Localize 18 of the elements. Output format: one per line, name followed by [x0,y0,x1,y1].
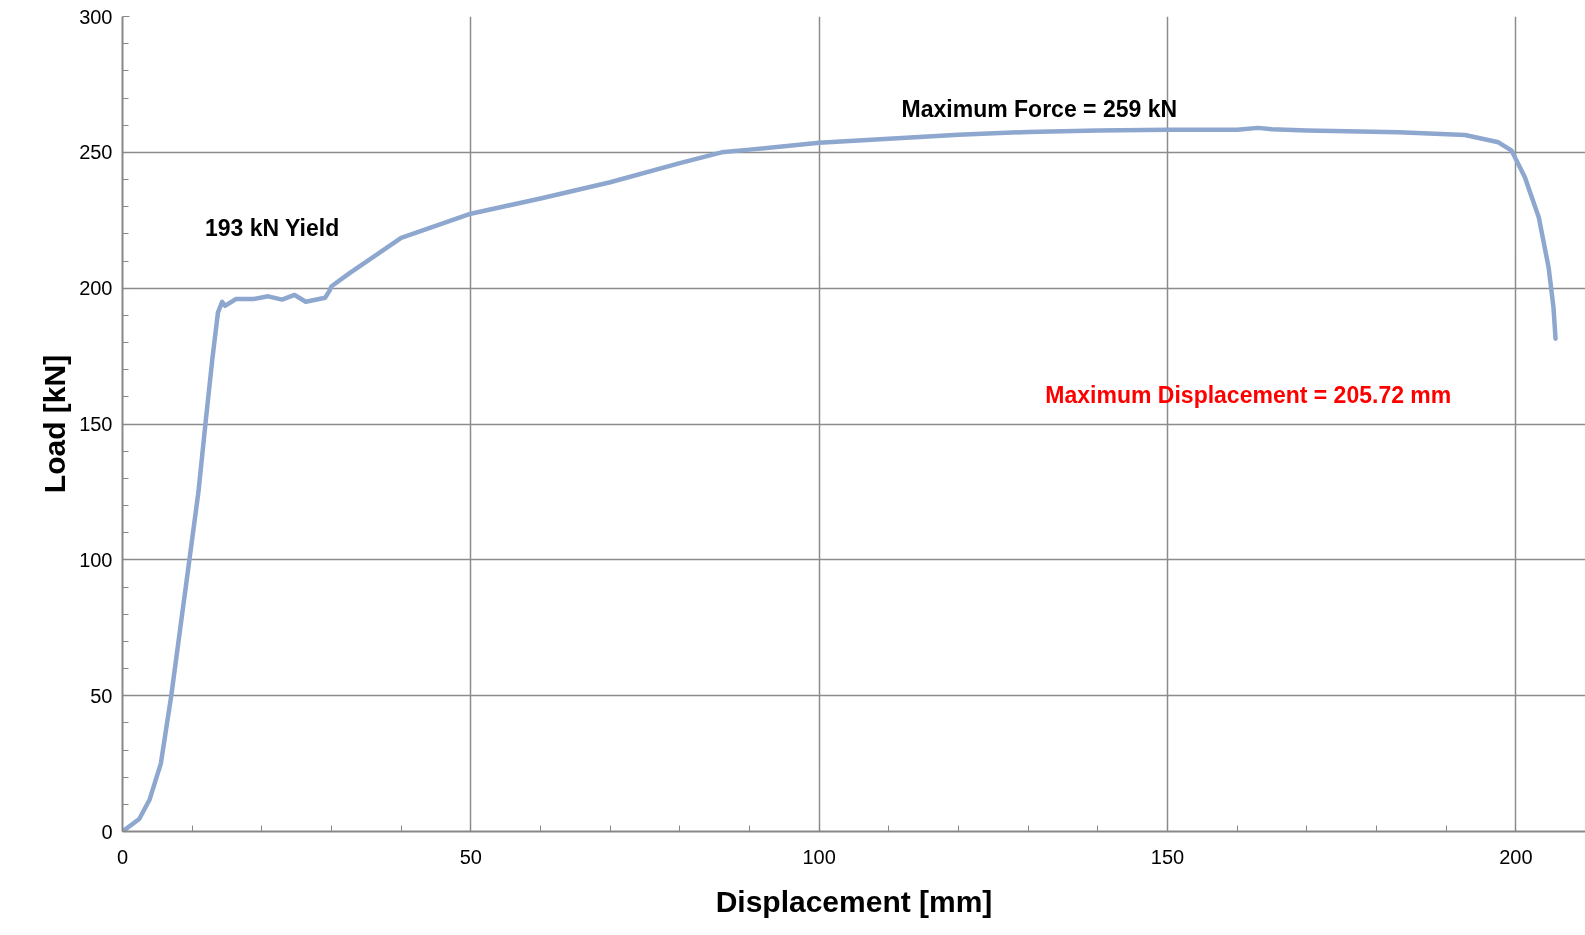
y-tick-label: 0 [101,820,113,843]
y-tick-label: 250 [79,141,113,164]
y-tick-label: 200 [79,277,113,300]
annotation: Maximum Displacement = 205.72 mm [1045,381,1452,408]
annotation: Maximum Force = 259 kN [901,95,1178,122]
y-tick-label: 50 [90,684,113,707]
x-tick-label: 150 [1150,845,1185,868]
x-axis-title: Displacement [mm] [715,884,993,918]
x-tick-label: 100 [802,845,836,868]
annotation: 193 kN Yield [204,215,340,242]
line-series [122,125,1558,832]
x-tick-label: 0 [116,845,129,868]
x-tick-label: 50 [459,845,482,868]
y-axis-title: Load [kN] [38,354,72,494]
y-tick-label: 100 [79,548,113,571]
y-tick-label: 150 [79,413,113,435]
x-tick-label: 200 [1499,845,1533,868]
y-tick-label: 300 [79,5,113,28]
